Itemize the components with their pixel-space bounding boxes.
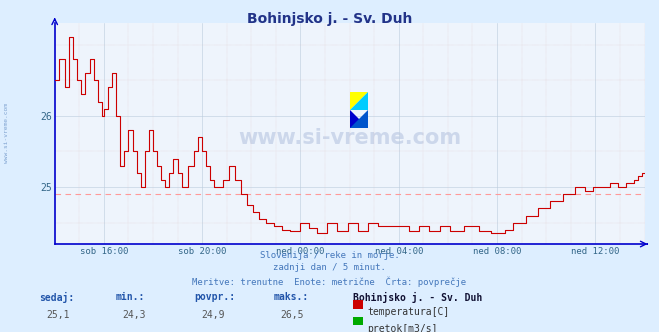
- Text: temperatura[C]: temperatura[C]: [367, 307, 449, 317]
- Text: www.si-vreme.com: www.si-vreme.com: [238, 128, 461, 148]
- Text: Bohinjsko j. - Sv. Duh: Bohinjsko j. - Sv. Duh: [247, 12, 412, 26]
- Text: 26,5: 26,5: [280, 310, 304, 320]
- Polygon shape: [350, 110, 368, 128]
- Text: pretok[m3/s]: pretok[m3/s]: [367, 324, 438, 332]
- Text: min.:: min.:: [115, 292, 145, 302]
- Text: povpr.:: povpr.:: [194, 292, 235, 302]
- Text: 25,1: 25,1: [46, 310, 70, 320]
- Text: 24,3: 24,3: [122, 310, 146, 320]
- Text: sedaj:: sedaj:: [40, 292, 74, 303]
- Polygon shape: [350, 92, 368, 110]
- Text: maks.:: maks.:: [273, 292, 308, 302]
- Text: Slovenija / reke in morje.: Slovenija / reke in morje.: [260, 251, 399, 260]
- Polygon shape: [350, 110, 368, 128]
- Text: zadnji dan / 5 minut.: zadnji dan / 5 minut.: [273, 264, 386, 273]
- Polygon shape: [350, 92, 368, 110]
- Text: Bohinjsko j. - Sv. Duh: Bohinjsko j. - Sv. Duh: [353, 292, 482, 303]
- Text: Meritve: trenutne  Enote: metrične  Črta: povprečje: Meritve: trenutne Enote: metrične Črta: …: [192, 276, 467, 287]
- Text: www.si-vreme.com: www.si-vreme.com: [4, 103, 9, 163]
- Text: 24,9: 24,9: [201, 310, 225, 320]
